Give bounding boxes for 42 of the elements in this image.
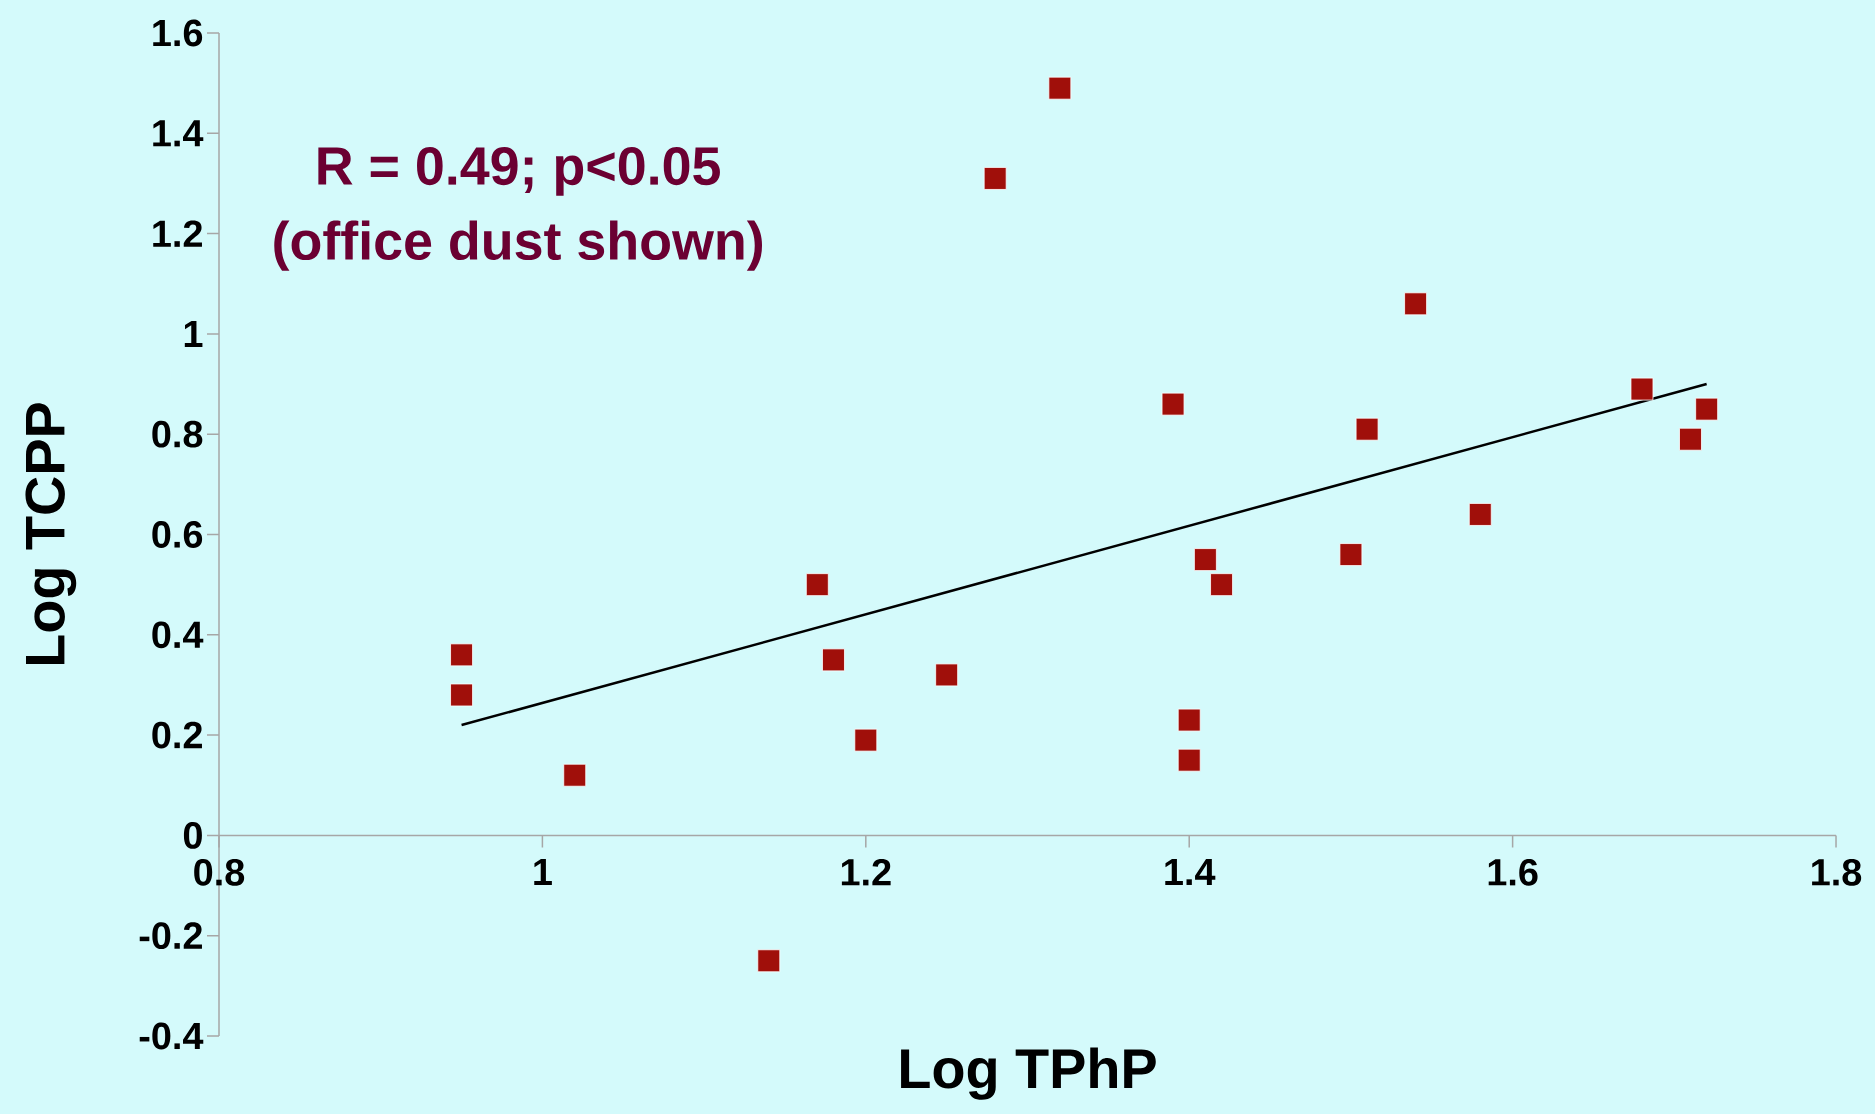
point (757, 949, 781, 973)
point (1177, 748, 1201, 772)
point (1695, 397, 1719, 421)
point (450, 643, 473, 667)
x-tick-label: 1.2 (841, 858, 891, 886)
point (1193, 548, 1217, 571)
y-tick-label: 0.4 (152, 621, 204, 649)
point (1339, 543, 1363, 566)
point (450, 683, 473, 707)
point (854, 728, 878, 752)
y-tick-label: -0.4 (139, 1022, 204, 1050)
x-tick-label: 1.6 (1488, 858, 1538, 886)
y-tick-label: 0 (183, 822, 202, 849)
x-tick-label: 1 (534, 858, 552, 885)
x-axis-title: Log TPhP (901, 1047, 1156, 1100)
point (1210, 573, 1233, 597)
point (1177, 708, 1201, 732)
point (1630, 377, 1654, 401)
y-axis-title: Log TCPP (25, 403, 77, 665)
x-tick-label: 1.8 (1812, 858, 1862, 886)
point (935, 663, 959, 687)
point (822, 648, 845, 672)
y-tick-label: 1.2 (153, 220, 202, 247)
annotation: (office dust shown) (274, 220, 763, 271)
y-tick-label: 1 (184, 320, 203, 347)
point (983, 167, 1007, 190)
point (1161, 392, 1185, 416)
point (805, 573, 829, 597)
y-tick-label: -0.2 (139, 922, 202, 950)
y-tick-label: 1.4 (153, 120, 204, 147)
point (1468, 503, 1492, 526)
y-tick-label: 0.6 (152, 521, 203, 548)
x-tick-label: 1.4 (1165, 858, 1216, 885)
y-tick-label: 0.8 (152, 420, 203, 448)
y-tick-label: 0.2 (152, 721, 202, 749)
point (563, 763, 587, 787)
point (1048, 76, 1072, 100)
point (1404, 292, 1427, 316)
annotation: R = 0.49; p<0.05 (318, 147, 720, 196)
point (1355, 417, 1379, 441)
y-tick-label: 1.6 (153, 19, 203, 47)
point (1679, 427, 1702, 451)
